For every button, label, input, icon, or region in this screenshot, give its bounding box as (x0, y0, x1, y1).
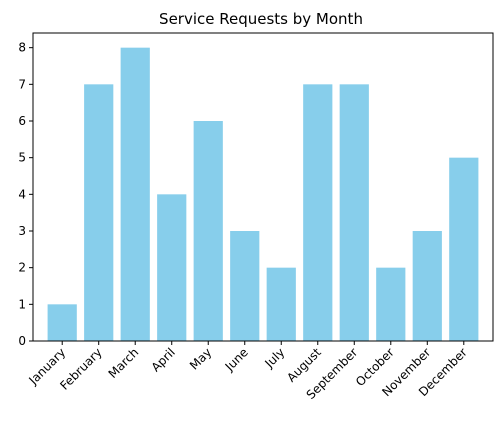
y-tick-label: 1 (18, 297, 26, 311)
bars-layer (47, 47, 479, 342)
y-axis: 0 1 2 3 4 5 6 7 8 (18, 41, 33, 348)
bar-june (230, 231, 260, 341)
bar-july (266, 267, 296, 341)
bar-november (412, 231, 442, 341)
y-tick-label: 3 (18, 224, 26, 238)
chart-title: Service Requests by Month (159, 10, 363, 28)
y-tick-label: 4 (18, 187, 26, 201)
bar-april (157, 194, 187, 341)
plot-frame (32, 32, 494, 342)
bar-february (84, 84, 114, 341)
x-tick-label-may: May (187, 345, 214, 372)
bar-october (376, 267, 406, 341)
y-tick-label: 8 (18, 41, 26, 55)
bar-august (303, 84, 333, 341)
x-tick-label-april: April (149, 345, 178, 374)
bar-december (449, 157, 479, 341)
x-tick-label-june: June (222, 345, 251, 374)
x-tick-label-july: July (261, 345, 287, 371)
y-tick-label: 0 (18, 334, 26, 348)
y-tick-label: 7 (18, 77, 26, 91)
bar-may (193, 121, 223, 341)
y-tick-label: 5 (18, 151, 26, 165)
bar-march (120, 47, 150, 342)
y-tick-label: 2 (18, 261, 26, 275)
y-tick-label: 6 (18, 114, 26, 128)
x-tick-label-march: March (106, 345, 142, 381)
bar-september (339, 84, 369, 341)
bar-january (47, 304, 77, 341)
